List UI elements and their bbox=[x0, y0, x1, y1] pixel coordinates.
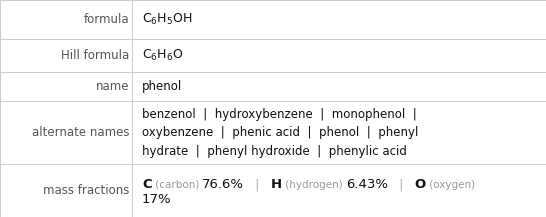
Text: (hydrogen): (hydrogen) bbox=[282, 180, 346, 190]
Text: |: | bbox=[244, 179, 271, 191]
Text: (carbon): (carbon) bbox=[152, 180, 202, 190]
Text: alternate names: alternate names bbox=[32, 126, 129, 139]
Text: benzenol  |  hydroxybenzene  |  monophenol  |
oxybenzene  |  phenic acid  |  phe: benzenol | hydroxybenzene | monophenol |… bbox=[142, 108, 418, 158]
Text: 6.43%: 6.43% bbox=[346, 179, 388, 191]
Text: formula: formula bbox=[84, 13, 129, 26]
Text: Hill formula: Hill formula bbox=[61, 49, 129, 62]
Text: phenol: phenol bbox=[142, 80, 182, 93]
Text: 17%: 17% bbox=[142, 193, 171, 206]
Text: mass fractions: mass fractions bbox=[43, 184, 129, 197]
Text: |: | bbox=[388, 179, 414, 191]
Text: H: H bbox=[271, 179, 282, 191]
Text: name: name bbox=[96, 80, 129, 93]
Text: $\mathregular{C_6H_6O}$: $\mathregular{C_6H_6O}$ bbox=[142, 48, 183, 63]
Text: C: C bbox=[142, 179, 152, 191]
Text: $\mathregular{C_6H_5OH}$: $\mathregular{C_6H_5OH}$ bbox=[142, 12, 192, 27]
Text: 76.6%: 76.6% bbox=[202, 179, 244, 191]
Text: (oxygen): (oxygen) bbox=[425, 180, 474, 190]
Text: O: O bbox=[414, 179, 425, 191]
